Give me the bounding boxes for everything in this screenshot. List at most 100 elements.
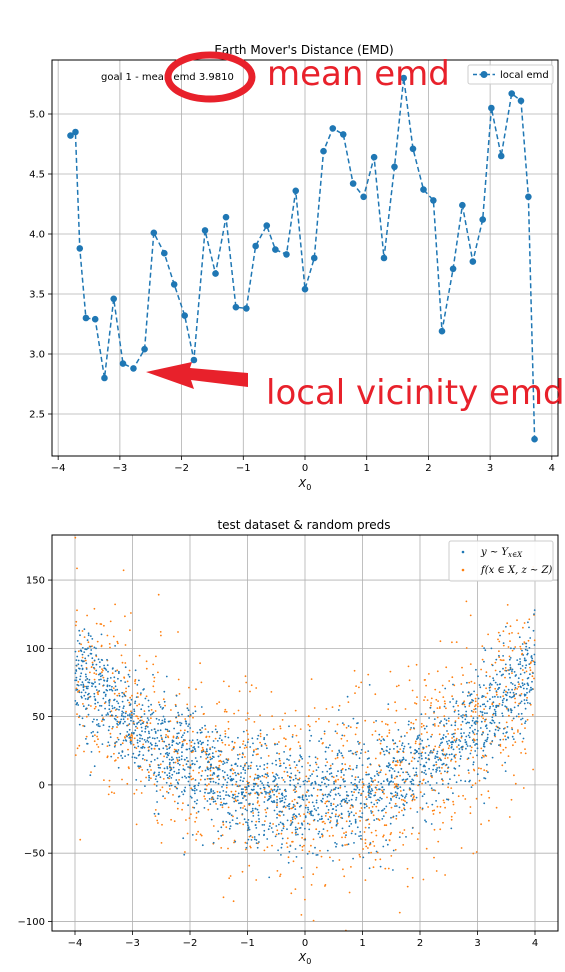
scatter-point-truth [396, 792, 399, 795]
scatter-point-truth [101, 718, 104, 721]
scatter-point-truth [133, 756, 136, 759]
scatter-point-truth [462, 714, 464, 716]
scatter-point-truth [385, 839, 387, 842]
scatter-point-truth [470, 710, 473, 712]
scatter-point-pred [244, 848, 247, 851]
scatter-point-truth [267, 828, 270, 831]
scatter-point-truth [512, 691, 515, 694]
scatter-point-pred [368, 823, 371, 825]
scatter-point-truth [483, 777, 485, 779]
scatter-point-truth [220, 834, 223, 837]
scatter-point-truth [492, 712, 495, 715]
scatter-point-truth [458, 748, 461, 750]
scatter-point-truth [307, 789, 310, 792]
scatter-point-truth [139, 765, 142, 768]
scatter-point-truth [464, 739, 467, 741]
scatter-point-pred [442, 748, 445, 751]
scatter-point-truth [191, 739, 194, 742]
scatter-point-pred [443, 801, 446, 804]
scatter-point-truth [380, 747, 383, 750]
scatter-point-truth [529, 637, 532, 639]
scatter-point-truth [450, 758, 453, 761]
emd-data-point [449, 265, 457, 273]
scatter-point-pred [404, 780, 407, 783]
scatter-point-truth [496, 683, 499, 686]
scatter-point-pred [130, 734, 133, 737]
scatter-point-pred [114, 603, 116, 606]
scatter-point-pred [154, 809, 157, 811]
scatter-point-pred [502, 659, 505, 662]
scatter-point-truth [488, 684, 491, 686]
scatter-point-truth [276, 801, 278, 804]
scatter-point-pred [296, 769, 299, 772]
scatter-point-truth [418, 783, 421, 786]
scatter-point-truth [92, 663, 94, 666]
scatter-point-pred [149, 722, 152, 725]
scatter-point-truth [286, 771, 289, 773]
scatter-point-truth [101, 743, 104, 745]
scatter-point-truth [363, 803, 366, 805]
scatter-point-pred [177, 631, 179, 633]
scatter-point-truth [310, 794, 313, 796]
scatter-point-truth [176, 735, 179, 738]
scatter-point-truth [354, 820, 357, 823]
scatter-point-pred [529, 662, 532, 665]
local-vicinity-annotation-label: local vicinity emd [266, 373, 565, 413]
scatter-point-truth [524, 648, 527, 651]
scatter-point-truth [414, 752, 416, 755]
scatter-point-truth [97, 709, 100, 711]
scatter-point-truth [93, 666, 95, 669]
scatter-point-truth [458, 765, 461, 767]
scatter-point-truth [459, 758, 462, 760]
scatter-point-truth [325, 758, 327, 760]
scatter-point-pred [318, 718, 320, 720]
scatter-point-truth [469, 726, 471, 729]
scatter-point-pred [374, 829, 377, 832]
scatter-point-truth [158, 703, 161, 706]
scatter-point-pred [304, 898, 306, 901]
scatter-point-truth [365, 805, 368, 808]
scatter-point-truth [296, 802, 299, 805]
scatter-point-truth [85, 675, 87, 678]
scatter-point-truth [352, 717, 355, 720]
scatter-point-truth [206, 800, 209, 802]
scatter-point-truth [155, 785, 158, 787]
scatter-point-pred [390, 832, 393, 834]
scatter-point-truth [259, 765, 261, 768]
scatter-point-truth [207, 753, 210, 756]
scatter-point-truth [210, 764, 213, 766]
scatter-point-truth [318, 830, 321, 833]
scatter-point-truth [273, 788, 276, 791]
scatter-point-truth [373, 819, 376, 821]
scatter-point-truth [410, 782, 413, 785]
scatter-point-truth [476, 773, 479, 776]
scatter-point-pred [411, 756, 414, 759]
scatter-point-pred [495, 806, 498, 809]
scatter-point-pred [343, 734, 346, 737]
scatter-point-pred [121, 661, 124, 664]
scatter-point-pred [145, 667, 148, 670]
scatter-point-pred [370, 831, 373, 834]
scatter-point-truth [317, 820, 319, 822]
scatter-point-truth [390, 780, 393, 783]
scatter-point-pred [282, 779, 285, 781]
scatter-point-truth [122, 707, 125, 709]
scatter-point-truth [436, 756, 439, 759]
scatter-point-pred [189, 764, 192, 767]
scatter-point-pred [77, 681, 80, 683]
scatter-point-pred [504, 746, 507, 749]
scatter-point-pred [143, 759, 146, 761]
scatter-point-pred [343, 832, 345, 834]
scatter-point-truth [174, 785, 177, 788]
scatter-point-pred [511, 649, 514, 652]
scatter-point-truth [100, 633, 103, 636]
scatter-point-truth [484, 705, 487, 708]
scatter-point-pred [532, 660, 535, 663]
scatter-point-truth [75, 664, 78, 667]
scatter-point-truth [387, 762, 390, 765]
scatter-point-truth [308, 777, 310, 780]
scatter-point-truth [167, 776, 169, 779]
scatter-point-truth [117, 677, 119, 680]
scatter-point-truth [369, 790, 372, 793]
scatter-point-truth [506, 698, 508, 701]
